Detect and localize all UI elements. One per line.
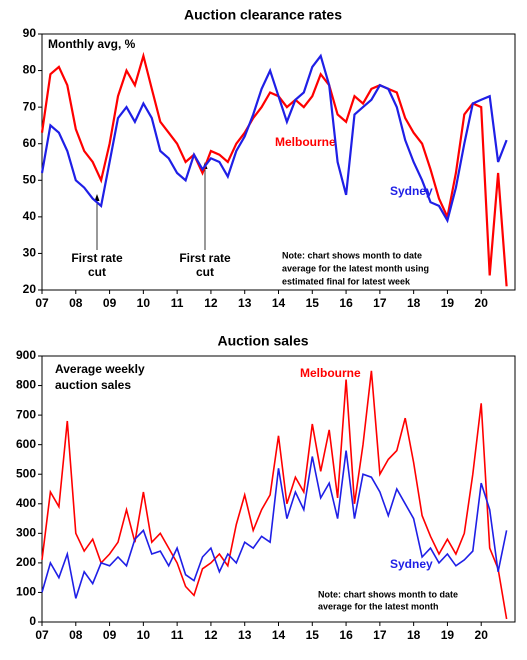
y-tick-label: 700 (16, 407, 36, 421)
x-tick-label: 07 (35, 296, 49, 310)
subtitle: auction sales (55, 378, 131, 392)
y-tick-label: 30 (23, 246, 37, 260)
y-tick-label: 80 (23, 63, 37, 77)
x-tick-label: 13 (238, 628, 252, 642)
x-tick-label: 17 (373, 296, 387, 310)
x-tick-label: 16 (339, 296, 353, 310)
x-tick-label: 08 (69, 628, 83, 642)
x-tick-label: 19 (441, 628, 455, 642)
x-tick-label: 18 (407, 628, 421, 642)
series-line (40, 51, 508, 287)
x-tick-label: 08 (69, 296, 83, 310)
annotation: average for the latest month using (282, 263, 429, 273)
y-tick-label: 400 (16, 496, 36, 510)
y-tick-label: 70 (23, 99, 37, 113)
series-label: Melbourne (275, 135, 336, 149)
x-tick-label: 12 (204, 628, 218, 642)
subtitle: Monthly avg, % (48, 37, 136, 51)
y-tick-label: 90 (23, 26, 37, 40)
annotation: cut (196, 265, 214, 279)
x-tick-label: 12 (204, 296, 218, 310)
x-tick-label: 17 (373, 628, 387, 642)
annotation: cut (88, 265, 106, 279)
x-tick-label: 10 (137, 296, 151, 310)
y-tick-label: 100 (16, 585, 36, 599)
x-tick-label: 15 (306, 628, 320, 642)
y-tick-label: 300 (16, 526, 36, 540)
annotation: First rate (179, 251, 231, 265)
y-tick-label: 40 (23, 209, 37, 223)
y-tick-label: 800 (16, 378, 36, 392)
x-tick-label: 14 (272, 628, 286, 642)
y-tick-label: 60 (23, 136, 37, 150)
y-tick-label: 20 (23, 282, 37, 296)
y-tick-label: 200 (16, 555, 36, 569)
series-line (41, 450, 508, 599)
x-tick-label: 20 (475, 296, 489, 310)
x-tick-label: 16 (339, 628, 353, 642)
annotation: average for the latest month (318, 601, 439, 611)
y-tick-label: 600 (16, 437, 36, 451)
chart-title: Auction sales (217, 333, 308, 349)
arrow-head (94, 194, 100, 201)
x-tick-label: 13 (238, 296, 252, 310)
plot-frame (41, 355, 516, 623)
annotation: Note: chart shows month to date (318, 589, 458, 599)
x-tick-label: 11 (171, 628, 184, 642)
x-tick-label: 10 (137, 628, 151, 642)
annotation: estimated final for latest week (282, 276, 411, 286)
subtitle: Average weekly (55, 362, 145, 376)
x-tick-label: 20 (475, 628, 489, 642)
y-tick-label: 900 (16, 348, 36, 362)
y-tick-label: 50 (23, 172, 37, 186)
series-label: Sydney (390, 184, 433, 198)
series-label: Sydney (390, 557, 433, 571)
series-line (41, 370, 508, 620)
chart-title: Auction clearance rates (184, 7, 342, 23)
x-tick-label: 07 (35, 628, 49, 642)
x-tick-label: 11 (171, 296, 184, 310)
y-tick-label: 500 (16, 466, 36, 480)
y-tick-label: 0 (29, 614, 36, 628)
annotation: Note: chart shows month to date (282, 250, 422, 260)
annotation: First rate (71, 251, 123, 265)
x-tick-label: 09 (103, 628, 117, 642)
x-tick-label: 14 (272, 296, 286, 310)
x-tick-label: 09 (103, 296, 117, 310)
x-tick-label: 18 (407, 296, 421, 310)
series-label: Melbourne (300, 366, 361, 380)
x-tick-label: 15 (306, 296, 320, 310)
series-line (40, 53, 508, 224)
x-tick-label: 19 (441, 296, 455, 310)
